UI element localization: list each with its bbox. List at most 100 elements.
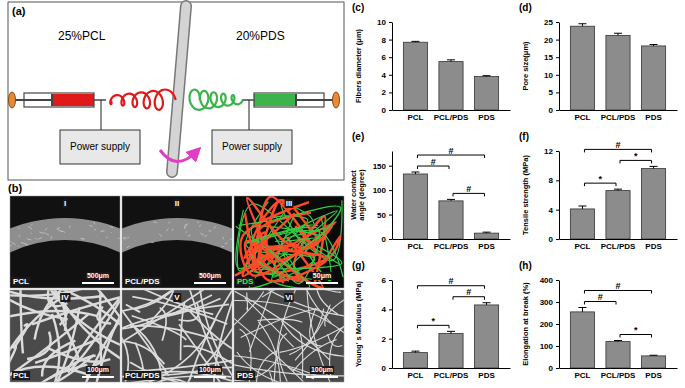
y-tick: 0 [549,235,559,244]
bar [570,312,594,368]
y-tick-mark [389,75,392,76]
axis-line [560,368,678,369]
significance-label: # [431,157,436,167]
x-tick-label: PDS [645,113,662,122]
fiber [89,225,93,226]
fiber [280,316,344,352]
error-bar [483,303,491,305]
error-bar-cap [483,232,491,233]
y-tick-mark [556,92,559,93]
y-tick-label: 0 [549,235,554,244]
bar [570,209,594,239]
significance-label: * [598,174,602,184]
error-bar [483,232,491,234]
image-sample: PCL/PDS [125,371,160,380]
bar [606,342,630,368]
fiber [78,239,79,241]
image-sample: PCL [13,371,29,380]
x-tick: PCL/PDS [601,371,636,380]
wire [249,100,250,130]
x-tick-label: PDS [478,242,495,251]
y-tick-label: 0 [382,364,387,373]
power-supply-label: Power supply [222,141,282,152]
label-patch [86,272,110,280]
fiber [80,290,120,352]
panel-label: (e) [352,131,364,142]
error-bar [483,75,491,77]
fiber [127,237,129,239]
scale-bar-label: 100μm [87,366,109,374]
panel-label: (g) [352,260,365,271]
x-tick: PCL [407,371,423,380]
x-tick: PDS [645,113,662,122]
micrograph: VPCL/PDS100μm [105,273,252,388]
y-tick: 200 [540,320,559,329]
fiber [225,243,228,244]
y-tick: 400 [540,276,559,285]
fiber [184,227,186,229]
y-tick-mark [556,302,559,303]
syringe-handle [333,92,340,108]
power-supply-box [60,130,140,164]
rotation-arrow [160,150,196,162]
bar-chart: (h)0100200300400PCLPCL/PDSPDSElongation … [519,260,678,380]
fiber [22,243,26,245]
error-bar-cap [447,199,455,200]
axis-line [393,239,511,240]
error-bar-stem [582,308,583,312]
fiber [234,306,303,381]
fiber [118,237,120,238]
schematic-frame [8,2,344,180]
fiber [169,222,171,223]
fiber [166,228,169,231]
image-sample: PCL/PDS [125,277,160,286]
x-tick-label: PCL [574,371,590,380]
fiber [38,237,42,239]
x-tick: PCL/PDS [601,242,636,251]
significance-label: * [634,325,638,335]
y-axis-title: Tensile strength (MPa) [521,155,530,235]
label-patch [198,366,222,374]
fiber [45,228,48,230]
bar-chart: (g)0246PCLPCL/PDSPDSYoung' s Modulus (MP… [352,260,511,380]
error-bar [650,166,658,168]
y-tick-mark [389,215,392,216]
y-tick: 2 [382,335,392,344]
fiber [31,224,33,225]
y-tick: 0 [382,364,392,373]
fiber [289,305,330,355]
axis-line [392,152,393,240]
y-tick: 0 [549,364,559,373]
significance-label: # [466,184,471,194]
y-tick-label: 5 [549,88,554,97]
label-patch [12,277,30,286]
x-tick-label: PCL/PDS [601,113,636,122]
y-tick-mark [389,368,392,369]
bar [403,174,427,239]
x-tick: PCL [574,371,590,380]
error-bar-cap [447,331,455,332]
panel-label: (f) [519,131,529,142]
axis-line [393,110,511,111]
label-patch [236,371,255,380]
image-frame [234,290,344,382]
y-tick: 150 [373,162,392,171]
x-tick: PDS [645,242,662,251]
x-axis: PCLPCL/PDSPDS [560,111,678,122]
fiber [35,238,36,240]
x-tick: PCL/PDS [434,113,469,122]
x-tick-label: PCL [407,242,423,251]
bar-chart: (c)0246810PCLPCL/PDSPDSFibers diameter (… [352,2,511,122]
y-tick-label: 2 [382,335,387,344]
fiber [100,231,102,233]
fiber [172,229,174,231]
schematic: (a)25%PCL20%PDSPower supplyPower supply [8,2,344,180]
y-tick: 5 [549,88,559,97]
fiber [221,246,224,247]
y-tick: 4 [382,71,392,80]
fiber [278,333,287,381]
y-tick-mark [556,151,559,152]
plot-marks [403,41,498,110]
y-axis-title: Pore size(μm) [521,41,530,91]
error-bar-cap [650,355,658,356]
